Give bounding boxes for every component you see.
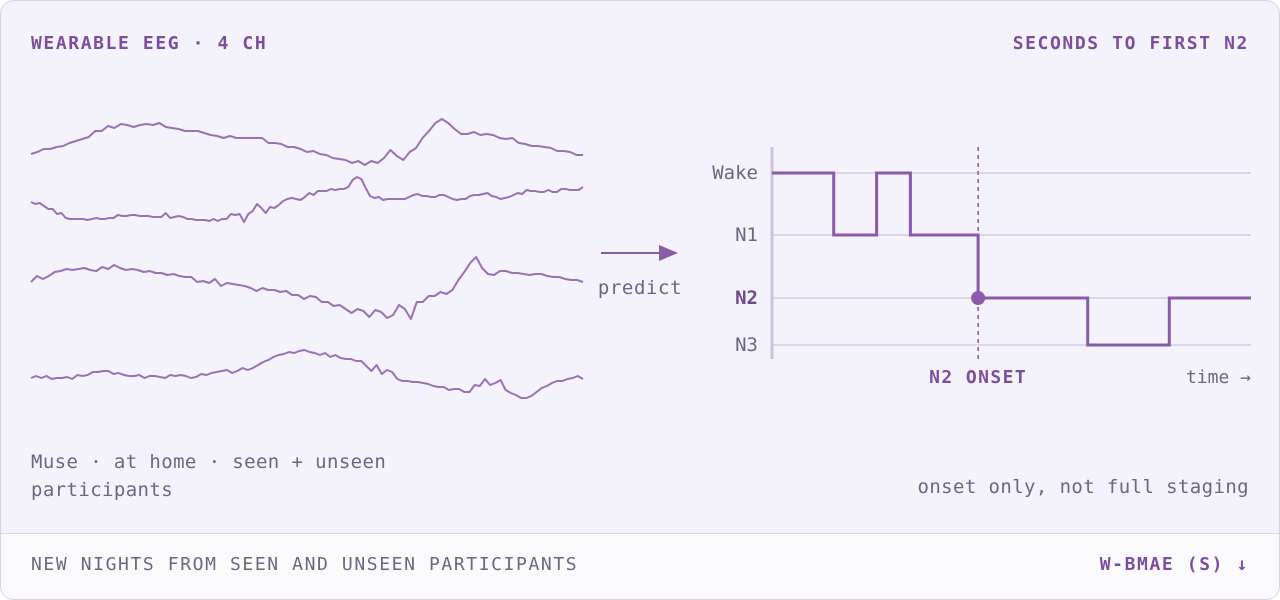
predict-arrow: predict bbox=[598, 245, 682, 299]
metric-label: W-BMAE (S) ↓ bbox=[1099, 554, 1249, 575]
eeg-channel-4 bbox=[30, 349, 584, 399]
footer-description: NEW NIGHTS FROM SEEN AND UNSEEN PARTICIP… bbox=[31, 554, 579, 575]
onset-dot bbox=[971, 291, 986, 305]
eeg-channel-3 bbox=[30, 256, 584, 320]
onset-label: N2 ONSET bbox=[929, 367, 1027, 388]
eeg-caption: Muse · at home · seen + unseen participa… bbox=[31, 451, 387, 501]
target-title: SECONDS TO FIRST N2 bbox=[1012, 33, 1249, 54]
hypnogram: Wake N1 N2 N3 N2 ONSET time → bbox=[712, 147, 1251, 388]
eeg-channel-2 bbox=[30, 176, 584, 223]
predict-label: predict bbox=[598, 277, 682, 299]
stage-label-wake: Wake bbox=[712, 162, 758, 184]
eeg-traces bbox=[30, 118, 584, 399]
eeg-channel-1 bbox=[30, 118, 583, 166]
footer-bar bbox=[1, 533, 1279, 599]
stage-label-n2: N2 bbox=[735, 287, 758, 309]
time-axis-label: time → bbox=[1186, 367, 1251, 388]
hypnogram-line bbox=[772, 171, 1251, 347]
stage-label-n1: N1 bbox=[735, 224, 758, 246]
stage-label-n3: N3 bbox=[735, 334, 758, 356]
target-caption: onset only, not full staging bbox=[917, 476, 1249, 498]
eeg-title: WEARABLE EEG · 4 CH bbox=[31, 33, 268, 54]
